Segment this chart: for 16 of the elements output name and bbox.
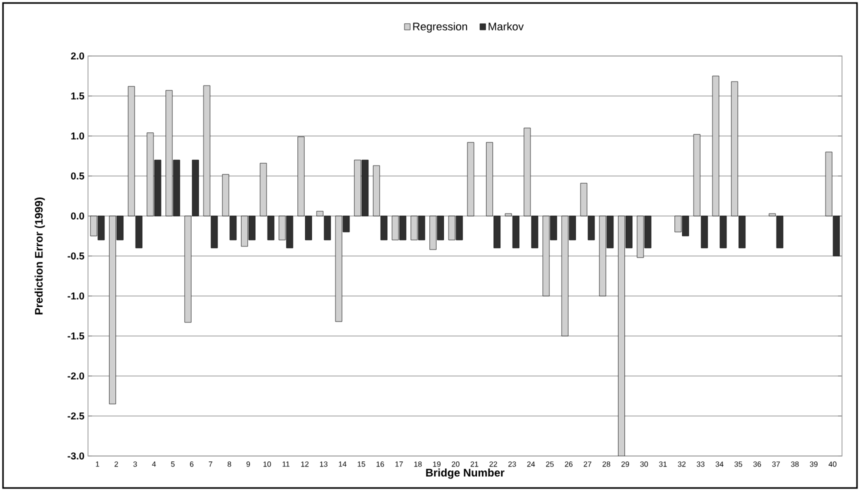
y-tick-label: -3.0	[68, 452, 84, 460]
legend-label: Regression	[413, 22, 468, 33]
legend-label: Markov	[488, 22, 524, 30]
y-tick-label: 1.0	[71, 132, 84, 140]
y-tick-label: 0.5	[71, 172, 84, 180]
y-tick-label: -2.0	[68, 372, 84, 380]
y-tick-label: 0.0	[71, 212, 84, 220]
y-tick-label: -1.0	[68, 292, 84, 300]
x-axis-title: Bridge Number	[426, 468, 504, 479]
y-tick-label: -2.5	[68, 412, 84, 420]
bar	[467, 142, 474, 216]
y-axis-title: Prediction Error (1999)	[34, 197, 45, 314]
y-tick-label: -1.5	[68, 332, 84, 340]
y-tick-label: 2.0	[70, 52, 84, 60]
y-tick-label: 1.5	[71, 92, 84, 100]
y-tick-label: -0.5	[68, 252, 84, 260]
